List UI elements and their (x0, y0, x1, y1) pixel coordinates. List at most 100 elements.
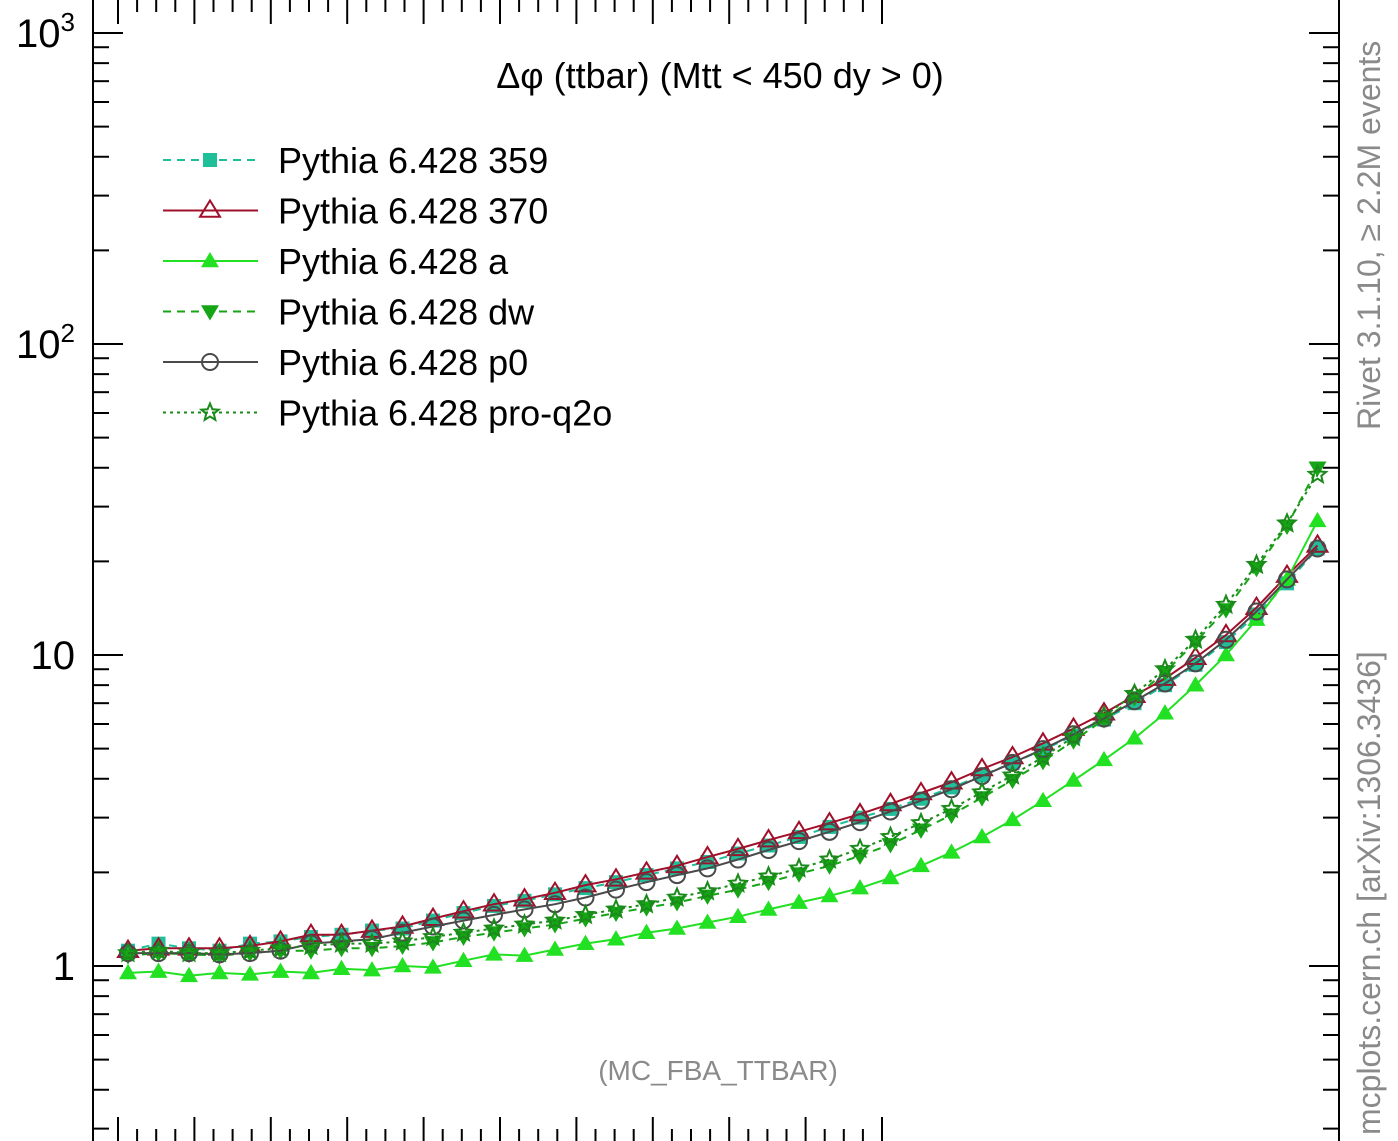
data-point (1278, 570, 1296, 589)
data-point (238, 939, 262, 961)
data-point (424, 917, 442, 936)
data-point (116, 941, 140, 963)
data-point (851, 813, 869, 832)
data-point (1125, 729, 1144, 745)
data-point (848, 802, 872, 822)
data-point (1003, 810, 1022, 827)
footer-label: (MC_FBA_TTBAR) (598, 1055, 838, 1086)
data-point (269, 936, 292, 958)
series-4 (119, 539, 1327, 964)
series-2 (119, 511, 1327, 983)
data-point (909, 811, 933, 833)
data-point (668, 919, 686, 935)
data-point (973, 827, 991, 844)
data-point (759, 875, 778, 892)
data-point (454, 911, 473, 930)
data-point (1156, 704, 1174, 720)
data-point (1156, 674, 1174, 693)
data-point (574, 903, 597, 925)
data-point (759, 900, 778, 916)
data-point (149, 962, 168, 978)
data-point (513, 912, 536, 934)
legend-label: Pythia 6.428 p0 (278, 342, 528, 383)
data-point (208, 941, 231, 963)
data-point (546, 940, 564, 956)
data-point (1186, 676, 1205, 692)
legend-item: Pythia 6.428 p0 (163, 342, 528, 383)
data-point (1308, 461, 1327, 477)
data-point (210, 963, 229, 980)
data-point (241, 965, 259, 981)
data-point (1064, 771, 1083, 787)
data-point (757, 864, 780, 886)
data-point (299, 934, 323, 956)
data-point (1034, 791, 1052, 808)
data-point (180, 966, 198, 983)
data-point (119, 963, 137, 980)
data-point (1003, 753, 1022, 772)
series-3 (119, 461, 1327, 965)
series-line (127, 547, 1319, 952)
data-point (451, 899, 476, 919)
data-point (1305, 533, 1330, 553)
data-point (1062, 725, 1085, 747)
data-point (635, 892, 658, 914)
data-point (1245, 553, 1268, 575)
data-point (787, 819, 811, 840)
data-point (302, 963, 320, 980)
legend-marker (201, 305, 219, 321)
legend-item: Pythia 6.428 370 (163, 191, 548, 232)
data-point (1095, 750, 1113, 767)
data-point (543, 880, 567, 901)
side-label-mcplots: mcplots.cern.ch [arXiv:1306.3436] (1351, 651, 1387, 1135)
data-point (1308, 511, 1327, 528)
data-point (698, 859, 717, 878)
series-group (116, 461, 1330, 983)
data-point (820, 886, 839, 903)
data-point (147, 939, 170, 961)
data-point (912, 791, 930, 810)
data-point (452, 921, 475, 943)
data-point (1153, 657, 1177, 679)
data-point (1123, 682, 1146, 704)
data-point (241, 944, 259, 963)
legend-marker (203, 153, 217, 167)
axis-ticks (93, 0, 1339, 1141)
data-point (726, 871, 750, 894)
series-line (127, 474, 1319, 955)
legend-label: Pythia 6.428 a (278, 241, 509, 282)
data-point (332, 959, 351, 976)
y-tick-label: 103 (16, 7, 75, 56)
data-point (634, 860, 659, 880)
data-point (637, 923, 656, 939)
side-label-rivet: Rivet 3.1.10, ≥ 2.2M events (1351, 41, 1387, 430)
y-tick-label: 10 (31, 634, 76, 678)
data-point (820, 822, 839, 841)
plot-frame (92, 0, 1340, 1141)
y-tick-label: 102 (16, 318, 75, 367)
data-point (787, 856, 811, 878)
series-0 (121, 541, 1325, 958)
data-point (573, 873, 598, 893)
data-point (421, 925, 445, 947)
data-point (271, 941, 290, 960)
data-point (576, 934, 595, 950)
legend-marker (198, 198, 222, 218)
data-point (482, 916, 506, 938)
data-point (756, 828, 781, 848)
data-point (665, 853, 689, 874)
data-point (1186, 654, 1205, 673)
data-point (879, 825, 902, 847)
data-point (790, 832, 808, 851)
data-point (912, 856, 930, 873)
data-point (759, 841, 778, 860)
data-point (360, 931, 384, 954)
data-point (790, 893, 808, 909)
data-point (391, 929, 414, 951)
series-line (128, 547, 1319, 956)
data-point (1031, 745, 1055, 767)
data-point (940, 797, 963, 819)
data-point (881, 802, 900, 821)
data-point (729, 907, 747, 924)
